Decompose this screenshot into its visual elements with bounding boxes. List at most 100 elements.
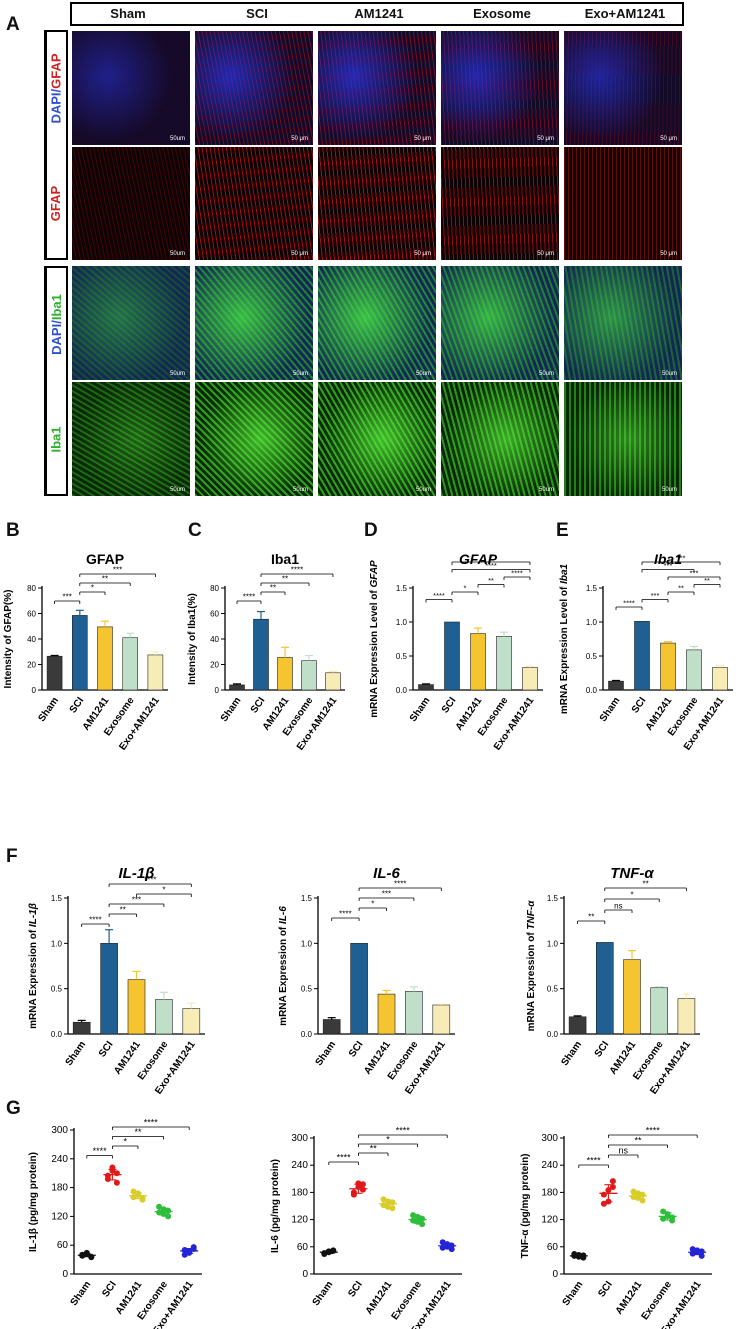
y-tick-label: 300 xyxy=(291,1133,308,1144)
bar-exo-am1241 xyxy=(522,667,538,691)
panel-letter-b: B xyxy=(6,520,20,541)
dapi-label: DAPI/ xyxy=(48,319,64,355)
micrograph-dapigfap-sham: 50um xyxy=(72,31,190,145)
gfap-label: GFAP xyxy=(48,52,64,89)
bar-sci xyxy=(444,621,460,691)
x-tick-label: SCI xyxy=(593,1039,612,1059)
chart-title: IL-6 xyxy=(373,865,400,882)
significance-label: **** xyxy=(433,591,445,600)
y-axis-label: mRNA Expression of IL-1β xyxy=(28,903,39,1029)
bar-am1241 xyxy=(660,642,676,691)
y-tick-label: 1.0 xyxy=(547,939,559,948)
y-tick-label: 1.0 xyxy=(586,618,598,627)
row-box-iba1 xyxy=(44,266,68,496)
chart-title: GFAP xyxy=(459,551,498,567)
y-tick-label: 300 xyxy=(541,1133,558,1144)
bar-sham xyxy=(72,1021,91,1035)
y-tick-label: 60 xyxy=(57,1240,69,1251)
micrograph-gfap-exo-am1241: 50 μm xyxy=(564,147,682,260)
x-tick-label: Sham xyxy=(36,695,61,724)
significance-label: **** xyxy=(243,593,255,602)
chart-f-il1b-mrna: IL-1β 0.0 0.5 1.0 1.5 mRNA Expression of IL-1… xyxy=(28,865,205,1096)
data-point-sci xyxy=(600,1191,607,1198)
x-tick-label: SCI xyxy=(68,695,87,715)
significance-label: ** xyxy=(634,1136,642,1146)
y-tick-label: 0.0 xyxy=(51,1030,63,1039)
micrograph-dapigfap-exo-am1241: 50 μm xyxy=(564,31,682,145)
chart-c-iba1-intensity: Iba1 0 20 40 60 80 Intensity of Iba1(%) Sham SCI… xyxy=(187,551,345,752)
y-axis-label: IL-6 (pg/mg protein) xyxy=(270,1159,281,1253)
x-tick-label: Sham xyxy=(561,1279,586,1308)
y-tick-label: 0.5 xyxy=(586,652,598,661)
chart-g-il6-elisa: 0 60 120 180 240 300 IL-6 (pg/mg protein) Sham S… xyxy=(270,1126,462,1329)
significance-label: ** xyxy=(370,1144,378,1154)
data-point-sci xyxy=(609,1183,616,1190)
x-tick-label: Sham xyxy=(559,1039,584,1068)
chart-f-il6-mrna: IL-6 0.0 0.5 1.0 1.5 mRNA Expression of IL-6 S… xyxy=(278,865,455,1096)
y-tick-label: 80 xyxy=(27,584,36,593)
data-point-exosome xyxy=(419,1215,426,1222)
significance-label: * xyxy=(386,1135,390,1145)
significance-label: *** xyxy=(63,593,72,602)
significance-label: *** xyxy=(382,890,391,899)
row-label-gfap: GFAP xyxy=(48,185,64,221)
y-tick-label: 120 xyxy=(541,1215,558,1226)
micrograph-dapigfap-am1241: 50 μm xyxy=(318,31,436,145)
significance-label: **** xyxy=(485,561,497,570)
bar-exosome xyxy=(650,987,668,1035)
data-point-exosome xyxy=(419,1221,426,1228)
x-tick-label: SCI xyxy=(249,695,268,715)
scale-bar-label: 50um xyxy=(169,487,185,493)
y-tick-label: 80 xyxy=(210,584,219,593)
bar-am1241 xyxy=(470,633,486,691)
y-axis-label-gene: IL-6 xyxy=(278,906,289,924)
scale-bar-label: 50um xyxy=(538,371,554,377)
bar-exo-am1241 xyxy=(432,1004,451,1035)
y-tick-label: 60 xyxy=(210,610,219,619)
significance-label: ** xyxy=(678,584,684,593)
y-tick-label: 0.0 xyxy=(396,686,408,695)
significance-label: **** xyxy=(587,1156,602,1166)
bar-am1241 xyxy=(127,979,146,1035)
chart-d-gfap-mrna: GFAP 0.0 0.5 1.0 1.5 mRNA Expression Level of… xyxy=(369,551,543,752)
significance-label: ** xyxy=(282,575,288,584)
header-sham: Sham xyxy=(110,6,146,21)
bar-sham xyxy=(568,1016,587,1035)
y-tick-label: 60 xyxy=(297,1242,309,1253)
significance-label: *** xyxy=(113,566,122,575)
y-tick-label: 1.5 xyxy=(586,584,598,593)
bar-exosome xyxy=(301,660,317,691)
bar-am1241 xyxy=(377,993,396,1035)
y-tick-label: 60 xyxy=(27,610,36,619)
y-tick-label: 20 xyxy=(27,661,36,670)
micrograph-gfap-sci: 50 μm xyxy=(195,147,313,260)
y-tick-label: 240 xyxy=(291,1160,308,1171)
data-point-sci xyxy=(355,1180,362,1187)
micrograph-dapiiba-sham: 50um xyxy=(72,266,190,380)
micrograph-gfap-am1241: 50 μm xyxy=(318,147,436,260)
x-tick-label: SCI xyxy=(440,695,459,715)
x-tick-label: Sham xyxy=(69,1279,94,1308)
chart-title: GFAP xyxy=(86,551,124,567)
panel-letter-d: D xyxy=(364,520,378,541)
x-tick-label: Sham xyxy=(598,695,623,724)
significance-label: **** xyxy=(394,880,406,889)
micrograph-iba-exosome: 50um xyxy=(441,382,559,496)
y-axis-label: mRNA Expression Level of GFAP xyxy=(369,560,380,718)
x-tick-label: SCI xyxy=(97,1039,116,1059)
x-tick-label: SCI xyxy=(347,1039,366,1059)
data-point-exo-am1241 xyxy=(689,1246,696,1253)
significance-label: ** xyxy=(102,575,108,584)
y-axis-label: mRNA Expression of TNF-α xyxy=(526,900,537,1032)
y-tick-label: 180 xyxy=(51,1183,68,1194)
significance-label: *** xyxy=(677,554,686,563)
y-tick-label: 0.0 xyxy=(586,686,598,695)
micrograph-gfap-exosome: 50 μm xyxy=(441,147,559,260)
y-axis-label-gene: Iba1 xyxy=(559,563,570,583)
significance-label: **** xyxy=(291,566,303,575)
significance-label: **** xyxy=(511,569,523,578)
y-axis-label: Intensity of GFAP(%) xyxy=(3,590,14,689)
significance-label: **** xyxy=(337,1153,352,1163)
significance-label: ** xyxy=(120,906,126,915)
micrograph-gfap-sham: 50um xyxy=(72,147,190,260)
